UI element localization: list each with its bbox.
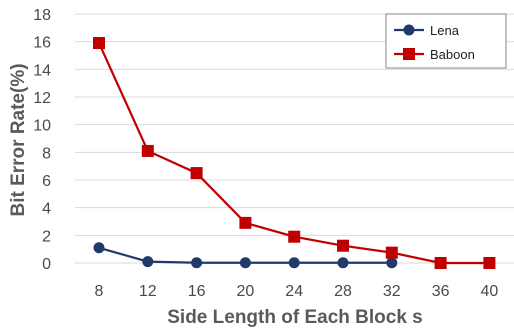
y-tick-labels: 0 2 4 6 8 10 12 14 16 18 (33, 7, 51, 273)
x-tick-label: 40 (481, 283, 499, 300)
y-tick-label: 14 (33, 62, 51, 79)
x-tick-label: 24 (285, 283, 303, 300)
legend-entry: Baboon (394, 47, 475, 62)
y-tick-label: 12 (33, 90, 51, 107)
series-line (97, 42, 490, 265)
data-point (483, 257, 496, 269)
data-point (142, 256, 154, 268)
data-point (239, 257, 251, 269)
data-point (141, 144, 154, 157)
data-point (337, 257, 349, 269)
data-point (239, 216, 252, 229)
data-point (288, 230, 301, 243)
x-tick-labels: 8 12 16 20 24 28 32 36 40 (95, 283, 499, 300)
x-tick-label: 16 (188, 283, 206, 300)
x-tick-label: 8 (95, 283, 104, 300)
y-tick-label: 2 (42, 228, 51, 245)
x-axis-title: Side Length of Each Block s (167, 307, 423, 328)
x-tick-label: 32 (383, 283, 401, 300)
series-baboon (93, 37, 496, 269)
data-point (434, 257, 447, 269)
series-lena (93, 242, 398, 269)
y-tick-label: 0 (42, 256, 51, 273)
legend-entry: Lena (394, 23, 460, 38)
data-point (337, 239, 349, 252)
data-point (93, 37, 105, 50)
x-tick-label: 36 (432, 283, 450, 300)
legend: Lena Baboon (385, 13, 507, 69)
data-point (190, 167, 203, 180)
x-tick-label: 20 (237, 283, 255, 300)
legend-label: Lena (430, 23, 460, 38)
x-tick-label: 12 (139, 283, 157, 300)
legend-label: Baboon (430, 47, 475, 62)
y-axis-title: Bit Error Rate(%) (8, 63, 29, 216)
y-tick-label: 4 (42, 201, 51, 218)
legend-marker (403, 24, 415, 36)
y-tick-label: 16 (33, 35, 51, 52)
series-lines (93, 37, 496, 269)
data-point (191, 257, 203, 269)
y-tick-label: 8 (42, 145, 51, 162)
x-tick-label: 28 (334, 283, 352, 300)
data-point (386, 257, 398, 269)
data-point (288, 257, 300, 269)
y-tick-label: 6 (42, 173, 51, 190)
y-tick-label: 10 (33, 118, 51, 135)
data-point (93, 242, 105, 254)
legend-marker (403, 48, 415, 60)
y-tick-label: 18 (33, 7, 51, 24)
data-point (385, 246, 398, 259)
